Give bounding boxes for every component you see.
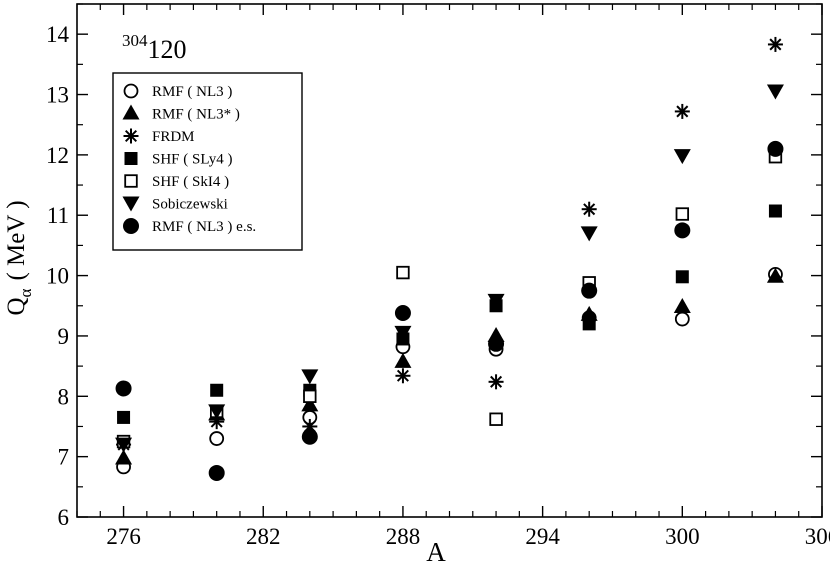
- data-point: [768, 204, 782, 218]
- legend-box: [112, 72, 303, 251]
- data-point: [580, 305, 598, 321]
- data-point: [675, 207, 690, 221]
- series-5: [115, 84, 784, 453]
- legend-label: RMF ( NL3 ): [152, 84, 232, 100]
- x-tick-label: 306: [805, 524, 830, 549]
- legend-marker: [122, 104, 140, 120]
- legend-marker: [123, 128, 139, 144]
- data-point: [487, 293, 505, 309]
- asterisk-stroke: [396, 369, 409, 382]
- data-point: [580, 226, 598, 242]
- data-point: [208, 404, 226, 420]
- data-point: [209, 431, 225, 446]
- y-tick-label: 8: [58, 384, 70, 409]
- data-point: [767, 36, 783, 52]
- x-tick-label: 282: [246, 524, 281, 549]
- data-point: [394, 352, 412, 368]
- data-points: [115, 36, 784, 481]
- plot-annotation: 304120: [122, 31, 187, 64]
- asterisk-stroke: [490, 375, 503, 388]
- y-tick-label: 10: [46, 264, 69, 289]
- data-point: [673, 149, 691, 165]
- legend-marker: [124, 152, 138, 165]
- x-tick-label: 288: [386, 524, 421, 549]
- y-tick-label: 13: [46, 83, 69, 108]
- x-tick-label: 300: [665, 524, 700, 549]
- data-point: [673, 297, 691, 313]
- axis-ticks: 276 282 288 294 300 306 6 7 8 9 10 11 12 13 14: [46, 3, 830, 549]
- data-point: [396, 265, 410, 280]
- data-point: [581, 201, 597, 217]
- data-point: [301, 428, 318, 445]
- data-point: [488, 335, 505, 352]
- y-tick-label: 12: [46, 143, 69, 168]
- data-point: [488, 374, 504, 390]
- data-point: [115, 437, 133, 453]
- data-point: [766, 267, 784, 283]
- data-point: [582, 317, 596, 331]
- y-axis-title-unit: ( MeV ): [3, 200, 30, 280]
- asterisk-stroke: [769, 38, 782, 51]
- data-point: [115, 380, 132, 397]
- data-point: [303, 389, 317, 403]
- y-tick-label: 6: [58, 505, 70, 530]
- legend-label: FRDM: [152, 129, 195, 145]
- data-point: [674, 311, 690, 327]
- legend-marker: [123, 218, 139, 234]
- data-point: [210, 383, 224, 397]
- data-point: [767, 140, 784, 157]
- x-tick-label: 276: [106, 524, 141, 549]
- annotation-text: 120: [148, 35, 187, 64]
- series-6: [115, 140, 784, 481]
- y-axis-title-subscript: α: [16, 288, 35, 297]
- y-tick-label: 7: [58, 445, 70, 470]
- y-tick-label: 14: [46, 22, 70, 47]
- asterisk-stroke: [676, 105, 689, 118]
- legend: RMF ( NL3 ) RMF ( NL3* ) FRDM SHF ( SLy4 ) S…: [122, 83, 256, 235]
- x-tick-label: 294: [525, 524, 560, 549]
- data-point: [395, 368, 411, 384]
- asterisk-stroke: [210, 415, 223, 428]
- legend-label: Sobiczewski: [152, 197, 228, 213]
- data-point: [674, 103, 690, 119]
- data-point: [675, 270, 689, 284]
- annotation-superscript: 304: [122, 31, 148, 50]
- data-point: [117, 410, 131, 424]
- data-point: [489, 412, 503, 426]
- data-point: [394, 325, 412, 341]
- data-point: [115, 449, 133, 465]
- data-point: [394, 305, 411, 322]
- legend-marker: [124, 174, 138, 188]
- legend-label: SHF ( SLy4 ): [152, 152, 232, 168]
- y-tick-label: 9: [58, 324, 70, 349]
- data-point: [301, 396, 319, 412]
- data-point: [674, 222, 691, 239]
- legend-marker: [123, 83, 139, 99]
- data-point: [301, 369, 319, 385]
- legend-label: SHF ( SkI4 ): [152, 174, 229, 190]
- legend-marker: [122, 196, 140, 212]
- x-axis-title: A: [426, 537, 446, 565]
- data-point: [766, 84, 784, 100]
- data-point: [208, 464, 225, 481]
- asterisk-stroke: [124, 129, 138, 143]
- asterisk-stroke: [583, 203, 596, 216]
- y-tick-label: 11: [47, 203, 69, 228]
- y-axis-title: Qα ( MeV ): [3, 200, 35, 315]
- y-axis-title-main: Q: [3, 297, 30, 315]
- legend-label: RMF ( NL3* ): [152, 107, 240, 123]
- legend-label: RMF ( NL3 ) e.s.: [152, 219, 256, 235]
- data-point: [581, 282, 598, 299]
